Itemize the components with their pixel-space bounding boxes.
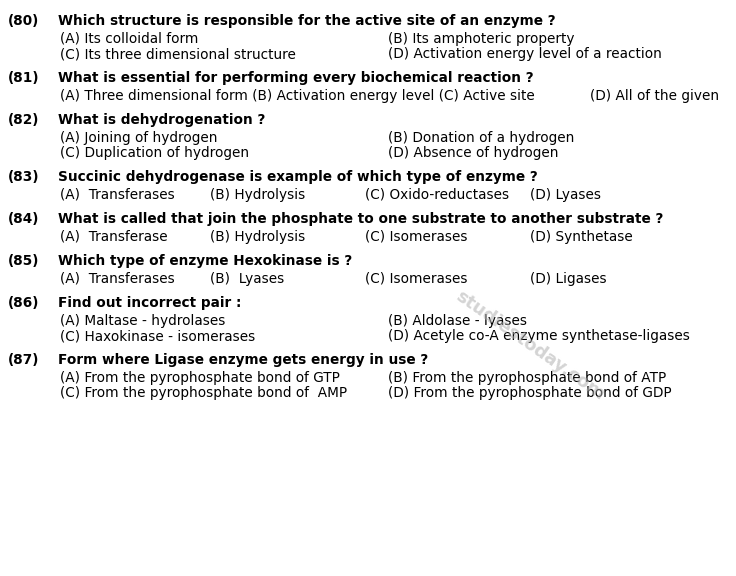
Text: Which structure is responsible for the active site of an enzyme ?: Which structure is responsible for the a… [58, 14, 556, 28]
Text: What is essential for performing every biochemical reaction ?: What is essential for performing every b… [58, 71, 534, 85]
Text: What is called that join the phosphate to one substrate to another substrate ?: What is called that join the phosphate t… [58, 212, 663, 226]
Text: (D) All of the given: (D) All of the given [590, 89, 719, 103]
Text: (A) Joining of hydrogen: (A) Joining of hydrogen [60, 131, 218, 145]
Text: (85): (85) [8, 254, 39, 268]
Text: (D) Synthetase: (D) Synthetase [530, 230, 633, 244]
Text: (C) Oxido-reductases: (C) Oxido-reductases [365, 188, 509, 202]
Text: (A) Its colloidal form: (A) Its colloidal form [60, 32, 199, 46]
Text: (81): (81) [8, 71, 40, 85]
Text: (C) Its three dimensional structure: (C) Its three dimensional structure [60, 47, 296, 61]
Text: (A) Three dimensional form (B) Activation energy level (C) Active site: (A) Three dimensional form (B) Activatio… [60, 89, 535, 103]
Text: (A) Maltase - hydrolases: (A) Maltase - hydrolases [60, 314, 225, 328]
Text: (B) Hydrolysis: (B) Hydrolysis [210, 188, 305, 202]
Text: (B) From the pyrophosphate bond of ATP: (B) From the pyrophosphate bond of ATP [388, 371, 666, 385]
Text: (A)  Transferases: (A) Transferases [60, 188, 174, 202]
Text: (B) Hydrolysis: (B) Hydrolysis [210, 230, 305, 244]
Text: (83): (83) [8, 170, 40, 184]
Text: (C) From the pyrophosphate bond of  AMP: (C) From the pyrophosphate bond of AMP [60, 386, 347, 400]
Text: (C) Isomerases: (C) Isomerases [365, 230, 467, 244]
Text: (D) Acetyle co-A enzyme synthetase-ligases: (D) Acetyle co-A enzyme synthetase-ligas… [388, 329, 690, 343]
Text: (A) From the pyrophosphate bond of GTP: (A) From the pyrophosphate bond of GTP [60, 371, 340, 385]
Text: (D) Lyases: (D) Lyases [530, 188, 601, 202]
Text: (D) Ligases: (D) Ligases [530, 272, 606, 286]
Text: (86): (86) [8, 296, 39, 310]
Text: (82): (82) [8, 113, 39, 127]
Text: Find out incorrect pair :: Find out incorrect pair : [58, 296, 241, 310]
Text: (D) Absence of hydrogen: (D) Absence of hydrogen [388, 146, 559, 160]
Text: (80): (80) [8, 14, 39, 28]
Text: (B) Its amphoteric property: (B) Its amphoteric property [388, 32, 575, 46]
Text: (B)  Lyases: (B) Lyases [210, 272, 284, 286]
Text: (D) Activation energy level of a reaction: (D) Activation energy level of a reactio… [388, 47, 662, 61]
Text: (D) From the pyrophosphate bond of GDP: (D) From the pyrophosphate bond of GDP [388, 386, 672, 400]
Text: What is dehydrogenation ?: What is dehydrogenation ? [58, 113, 266, 127]
Text: Which type of enzyme Hexokinase is ?: Which type of enzyme Hexokinase is ? [58, 254, 353, 268]
Text: studiestoday.com: studiestoday.com [452, 288, 608, 404]
Text: Form where Ligase enzyme gets energy in use ?: Form where Ligase enzyme gets energy in … [58, 353, 428, 367]
Text: (C) Haxokinase - isomerases: (C) Haxokinase - isomerases [60, 329, 255, 343]
Text: Succinic dehydrogenase is example of which type of enzyme ?: Succinic dehydrogenase is example of whi… [58, 170, 538, 184]
Text: (B) Aldolase - lyases: (B) Aldolase - lyases [388, 314, 527, 328]
Text: (A)  Transferases: (A) Transferases [60, 272, 174, 286]
Text: (B) Donation of a hydrogen: (B) Donation of a hydrogen [388, 131, 574, 145]
Text: (87): (87) [8, 353, 39, 367]
Text: (A)  Transferase: (A) Transferase [60, 230, 168, 244]
Text: (C) Duplication of hydrogen: (C) Duplication of hydrogen [60, 146, 249, 160]
Text: (84): (84) [8, 212, 39, 226]
Text: (C) Isomerases: (C) Isomerases [365, 272, 467, 286]
